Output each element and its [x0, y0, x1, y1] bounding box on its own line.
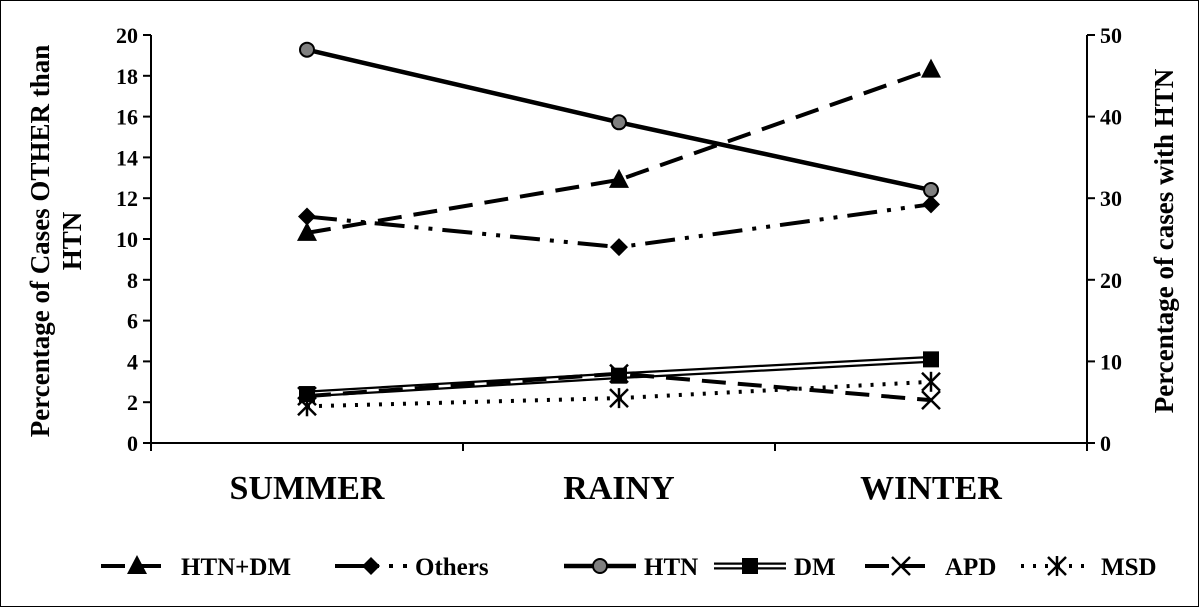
legend-item-htn: HTN [564, 554, 698, 581]
legend-swatch-marker-others [362, 557, 380, 575]
left-tick-label: 12 [116, 186, 138, 211]
legend-label-htn: HTN [644, 554, 698, 581]
data-point-dm [923, 351, 939, 368]
left-tick-label: 2 [127, 390, 138, 415]
data-point-msd [297, 396, 317, 417]
x-tick-label: SUMMER [230, 470, 385, 507]
legend-item-others: Others [335, 554, 489, 581]
data-point-htn [923, 182, 939, 199]
data-point-apd [609, 363, 629, 384]
right-tick-label: 40 [1100, 105, 1122, 130]
x-marker-stroke [891, 556, 911, 576]
x-tick-label: RAINY [563, 470, 674, 507]
right-tick-label: 50 [1100, 23, 1122, 48]
legend-item-apd: APD [865, 554, 996, 581]
legend-label-others: Others [415, 554, 489, 581]
series-apd [297, 363, 941, 411]
left-tick-label: 0 [127, 431, 138, 456]
series-layer [297, 41, 941, 417]
legend-item-dm: DM [714, 554, 836, 581]
right-tick-label: 20 [1100, 268, 1122, 293]
data-point-htn [611, 114, 627, 131]
right-tick-label: 30 [1100, 186, 1122, 211]
legend-label-msd: MSD [1101, 554, 1157, 581]
legend-label-apd: APD [945, 554, 996, 581]
legend-swatch-marker-htn [592, 558, 608, 574]
legend-swatch-marker-msd [1047, 556, 1067, 576]
left-axis-title-line2: HTN [57, 211, 87, 270]
right-tick-label: 0 [1100, 431, 1111, 456]
data-point-msd [921, 371, 941, 392]
axes-layer: 0 2 4 6 8 10 12 14 16 18 20 0 10 20 30 40 50 SUMMER RAINY W… [116, 23, 1122, 507]
legend: HTN+DM Others HTN DM APD MSD [101, 554, 1157, 581]
data-point-htn [299, 41, 315, 58]
left-tick-label: 14 [116, 145, 138, 170]
data-point-msd [609, 388, 629, 409]
data-point-dm [299, 386, 315, 403]
left-tick-label: 6 [127, 309, 138, 334]
left-tick-label: 8 [127, 268, 138, 293]
legend-label-dm: DM [794, 554, 836, 581]
right-tick-label: 10 [1100, 349, 1122, 374]
x-marker-stroke [921, 390, 941, 411]
legend-label-htn-dm: HTN+DM [181, 554, 291, 581]
data-point-others [610, 238, 628, 257]
left-tick-label: 18 [116, 64, 138, 89]
legend-item-msd: MSD [1021, 554, 1157, 581]
left-tick-label: 16 [116, 105, 138, 130]
series-others [298, 195, 940, 257]
data-point-htn-dm [609, 168, 629, 188]
left-tick-label: 20 [116, 23, 138, 48]
left-tick-label: 4 [127, 349, 138, 374]
x-marker-stroke [297, 386, 317, 406]
data-point-dm [611, 367, 627, 384]
left-axis-title-line1: Percentage of Cases OTHER than [25, 45, 55, 437]
left-tick-label: 10 [116, 227, 138, 252]
series-line-htn-dm [306, 67, 932, 235]
data-point-apd [921, 390, 941, 411]
legend-swatch-marker-apd [891, 556, 911, 576]
legend-swatch-marker-dm [742, 558, 758, 574]
data-point-apd [297, 386, 317, 406]
series-htn-dm [297, 58, 941, 241]
legend-item-htn-dm: HTN+DM [101, 554, 291, 581]
series-msd [297, 371, 941, 417]
data-point-htn-dm [297, 221, 317, 241]
labels-layer: Percentage of Cases OTHER than HTN Perce… [25, 45, 1179, 437]
data-point-others [922, 195, 940, 214]
x-marker-stroke [609, 363, 629, 384]
x-tick-label: WINTER [860, 470, 1002, 507]
series-line-apd [306, 371, 932, 403]
data-point-htn-dm [921, 58, 941, 78]
right-axis-title: Percentage of cases with HTN [1149, 68, 1179, 413]
legend-swatch-marker-htn-dm [127, 555, 147, 574]
series-dm [299, 351, 939, 403]
series-htn [299, 41, 939, 199]
data-point-others [298, 207, 316, 226]
